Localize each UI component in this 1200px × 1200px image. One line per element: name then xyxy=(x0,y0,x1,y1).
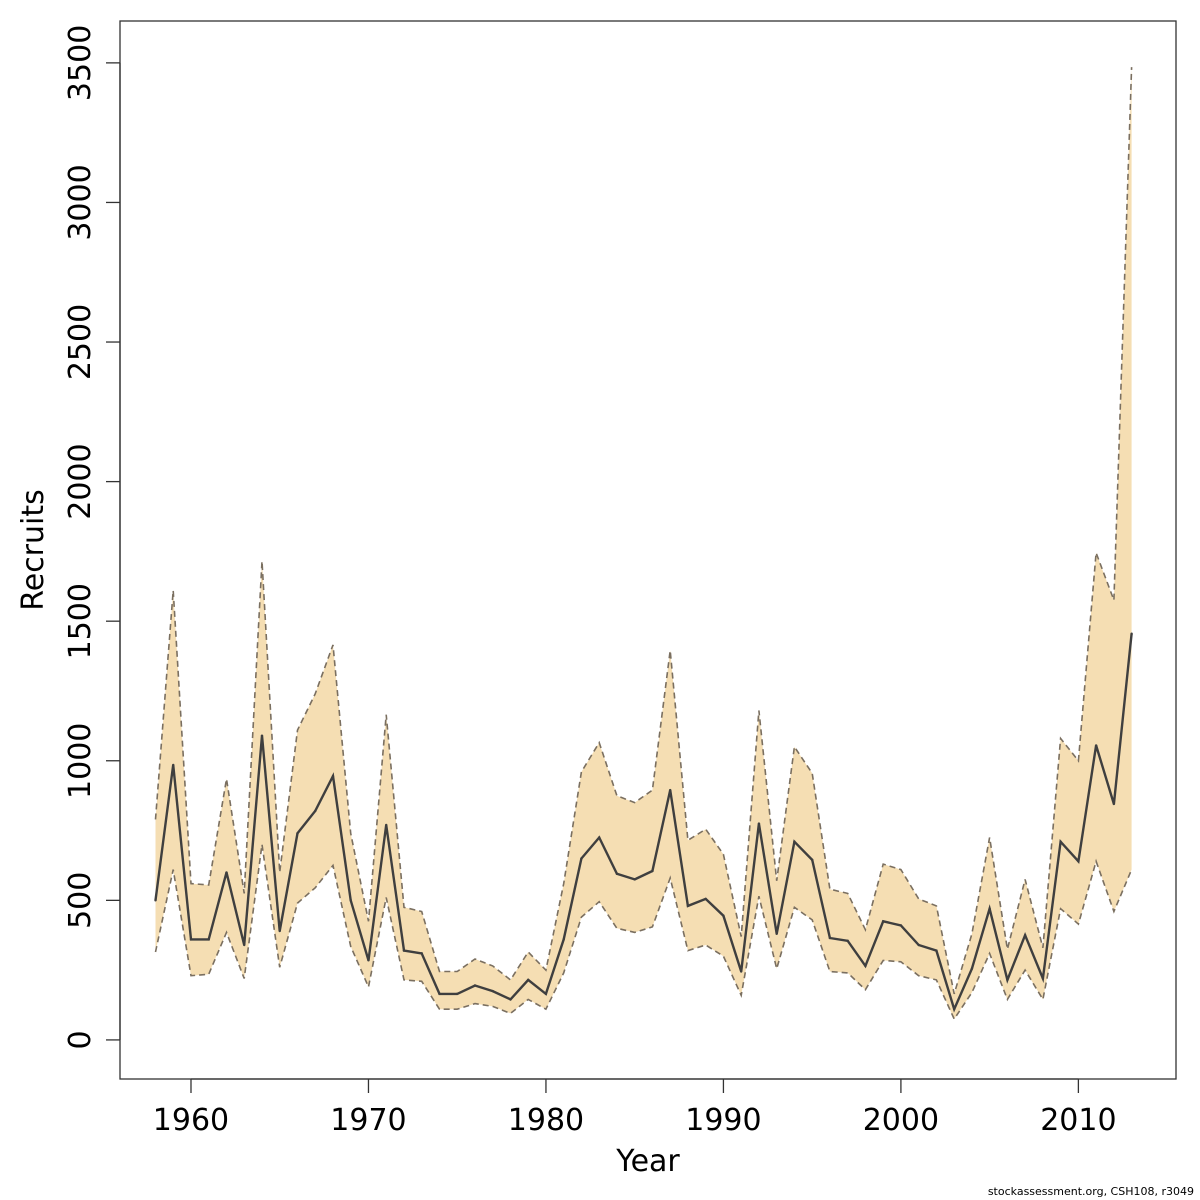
y-tick-label: 2000 xyxy=(63,443,98,519)
data-point-1966 xyxy=(296,832,299,835)
upper-bound-line xyxy=(154,67,1133,995)
data-point-1983 xyxy=(597,836,601,839)
data-point-2004 xyxy=(970,967,974,970)
data-point-1970 xyxy=(367,959,370,962)
data-point-2002 xyxy=(935,949,938,952)
data-point-1981 xyxy=(562,938,565,941)
x-axis: 1960 1970 1980 1990 2000 2010 xyxy=(153,1078,1117,1138)
y-axis-title: Recruits xyxy=(16,489,51,611)
data-point-1962 xyxy=(225,871,228,874)
data-point-2011 xyxy=(1094,744,1098,747)
data-point-1990 xyxy=(722,914,725,917)
data-point-1991 xyxy=(739,970,743,973)
data-point-1964 xyxy=(260,734,264,737)
data-point-1979 xyxy=(527,978,530,982)
data-point-1980 xyxy=(544,992,548,996)
data-point-1958 xyxy=(154,899,157,902)
y-tick-label: 500 xyxy=(63,872,98,929)
data-point-2003 xyxy=(952,1008,956,1011)
data-point-1988 xyxy=(686,904,690,908)
data-point-1999 xyxy=(881,920,885,923)
data-point-1968 xyxy=(331,774,335,778)
data-point-1960 xyxy=(189,938,193,941)
data-point-1959 xyxy=(172,763,175,767)
data-point-1961 xyxy=(207,938,210,941)
x-tick-label: 1970 xyxy=(330,1103,406,1138)
data-point-1967 xyxy=(314,809,317,813)
data-point-2000 xyxy=(899,924,903,927)
data-point-1982 xyxy=(580,857,583,860)
data-point-2010 xyxy=(1077,860,1080,863)
data-point-1997 xyxy=(846,939,849,943)
y-tick-label: 1000 xyxy=(63,723,98,799)
x-axis-title: Year xyxy=(615,1144,680,1179)
data-point-2007 xyxy=(1023,934,1027,937)
data-point-1989 xyxy=(704,897,707,901)
data-point-2006 xyxy=(1006,978,1009,982)
data-point-1975 xyxy=(456,992,459,996)
data-point-1976 xyxy=(473,984,477,987)
data-point-2008 xyxy=(1041,977,1045,980)
data-point-2009 xyxy=(1059,840,1062,843)
data-point-1986 xyxy=(651,869,654,873)
lower-bound-line xyxy=(154,844,1133,1021)
data-point-1977 xyxy=(491,989,494,993)
data-point-2013 xyxy=(1130,632,1133,635)
y-axis: 0 500 1000 1500 2000 2500 3000 3500 xyxy=(63,25,121,1049)
data-point-1972 xyxy=(402,949,406,952)
x-tick-label: 2010 xyxy=(1040,1103,1116,1138)
data-point-1965 xyxy=(278,929,281,933)
footer-note: stockassessment.org, CSH108, r3049 xyxy=(987,1185,1194,1198)
data-point-1996 xyxy=(828,936,832,940)
y-tick-label: 3500 xyxy=(63,25,98,101)
estimate-points xyxy=(154,632,1133,1011)
y-tick-label: 3000 xyxy=(63,164,98,240)
y-tick-label: 2500 xyxy=(63,304,98,380)
data-point-1992 xyxy=(757,822,761,825)
data-point-1987 xyxy=(668,788,672,792)
data-point-1974 xyxy=(438,992,441,996)
data-point-1971 xyxy=(385,823,388,827)
data-point-1985 xyxy=(633,878,636,881)
x-tick-label: 1980 xyxy=(508,1103,584,1138)
data-point-1995 xyxy=(810,858,814,862)
data-point-1973 xyxy=(420,952,423,955)
data-point-2005 xyxy=(988,907,991,910)
data-point-1993 xyxy=(775,932,778,936)
y-tick-label: 0 xyxy=(63,1030,98,1049)
data-point-1998 xyxy=(864,964,867,968)
data-point-1969 xyxy=(349,899,352,902)
x-tick-label: 2000 xyxy=(863,1103,939,1138)
estimate-line xyxy=(154,633,1133,1013)
data-point-2012 xyxy=(1112,802,1116,806)
data-point-2001 xyxy=(917,943,920,947)
x-tick-label: 1990 xyxy=(685,1103,761,1138)
x-tick-label: 1960 xyxy=(153,1103,229,1138)
data-point-1994 xyxy=(793,840,796,843)
y-tick-label: 1500 xyxy=(63,583,98,659)
data-point-1963 xyxy=(243,943,246,947)
data-point-1978 xyxy=(509,998,512,1001)
confidence-band xyxy=(155,67,1132,1020)
data-point-1984 xyxy=(615,872,619,876)
